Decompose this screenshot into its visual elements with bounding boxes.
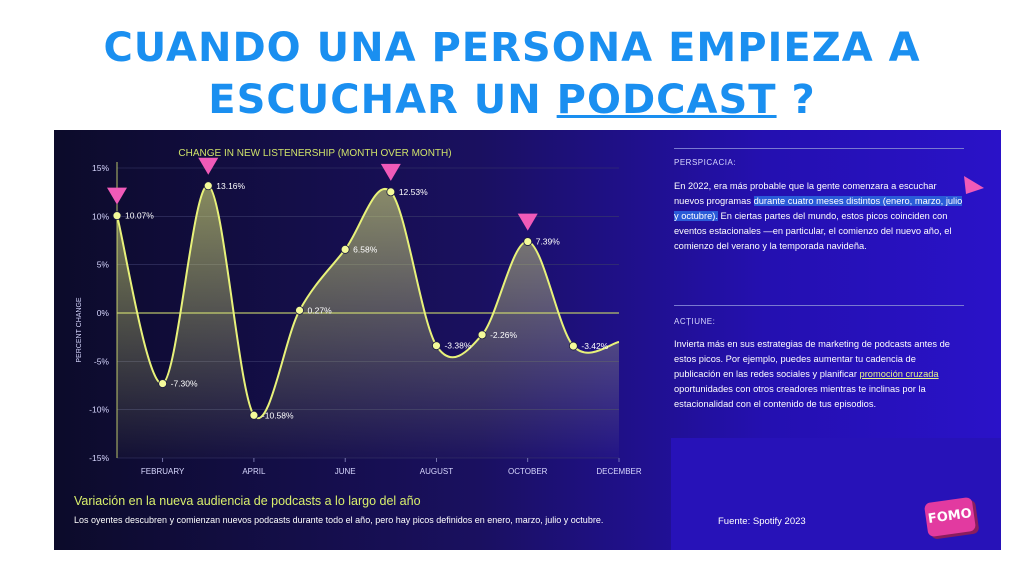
insight-text-before: En 2022, era más probable que la gente c… (674, 181, 937, 206)
x-tick-label: OCTOBER (508, 467, 548, 476)
data-point (158, 379, 168, 388)
y-tick-label: 15% (92, 163, 109, 173)
cross-promotion-link[interactable]: promoción cruzada (859, 369, 939, 379)
data-point (249, 410, 259, 420)
data-point (295, 305, 304, 315)
data-point (112, 211, 122, 221)
data-label: 12.53% (399, 187, 428, 197)
data-label: -7.30% (171, 379, 198, 389)
data-point (523, 237, 533, 246)
data-label: 6.58% (353, 244, 378, 254)
headline-podcast-link[interactable]: PODCAST (556, 77, 777, 123)
y-tick-label: 10% (92, 211, 109, 221)
listenership-chart: CHANGE IN NEW LISTENERSHIP (MONTH OVER M… (76, 148, 642, 476)
data-point (340, 244, 350, 254)
data-label: 7.39% (536, 237, 561, 247)
y-axis-label: PERCENT CHANGE (76, 297, 83, 363)
caption-body: Los oyentes descubren y comienzan nuevos… (74, 515, 604, 525)
headline-line-2: ESCUCHAR UN PODCAST ? (0, 74, 1024, 126)
data-label: -10.58% (262, 410, 294, 420)
data-point (568, 341, 578, 351)
insight-text-after: En ciertas partes del mundo, estos picos… (674, 211, 952, 251)
x-tick-label: JUNE (335, 467, 356, 476)
data-label: -3.38% (444, 341, 471, 351)
headline-line-2-suffix: ? (776, 77, 816, 123)
insight-label: PERSPICACIA: (674, 158, 737, 167)
x-tick-label: FEBRUARY (141, 467, 185, 476)
data-point (203, 181, 213, 191)
source-credit: Fuente: Spotify 2023 (718, 516, 806, 527)
peak-marker-icon (517, 213, 538, 231)
headline-line-1: CUANDO UNA PERSONA EMPIEZA A (103, 25, 921, 71)
headline: CUANDO UNA PERSONA EMPIEZA A ESCUCHAR UN… (0, 22, 1024, 126)
series-area (117, 185, 619, 458)
y-tick-label: 5% (97, 260, 110, 270)
peak-marker-icon (380, 163, 401, 181)
y-tick-label: -10% (89, 405, 109, 415)
y-tick-label: 0% (97, 308, 110, 318)
y-tick-label: -15% (89, 453, 109, 463)
data-label: -2.26% (490, 330, 517, 340)
pink-arrow-icon (964, 176, 984, 194)
chart-title: CHANGE IN NEW LISTENERSHIP (MONTH OVER M… (178, 148, 451, 159)
action-text: Invierta más en sus estrategias de marke… (674, 337, 964, 412)
data-point (386, 187, 396, 197)
caption-title: Variación en la nueva audiencia de podca… (74, 494, 421, 508)
data-label: 10.07% (125, 211, 154, 221)
x-tick-label: APRIL (242, 467, 266, 476)
infographic-panel: CHANGE IN NEW LISTENERSHIP (MONTH OVER M… (54, 130, 1001, 550)
data-label: 13.16% (216, 181, 245, 191)
x-tick-label: DECEMBER (596, 467, 642, 476)
data-label: 0.27% (308, 305, 333, 315)
data-point (477, 330, 487, 340)
peak-marker-icon (198, 157, 219, 175)
data-label: -3.42% (581, 341, 608, 351)
action-text-after: oportunidades con otros creadores mientr… (674, 384, 926, 409)
y-tick-label: -5% (94, 356, 110, 366)
headline-line-2-prefix: ESCUCHAR UN (208, 77, 557, 123)
peak-marker-icon (107, 187, 127, 205)
fomo-logo: FOMO (923, 496, 977, 538)
insight-panel: PERSPICACIA: En 2022, era más probable q… (674, 130, 964, 430)
insight-text: En 2022, era más probable que la gente c… (674, 179, 964, 254)
data-point (432, 341, 441, 351)
action-text-before: Invierta más en sus estrategias de marke… (674, 339, 950, 379)
x-tick-label: AUGUST (420, 467, 453, 476)
divider (674, 305, 964, 306)
action-label: ACȚIUNE: (674, 317, 716, 326)
divider (674, 148, 964, 149)
